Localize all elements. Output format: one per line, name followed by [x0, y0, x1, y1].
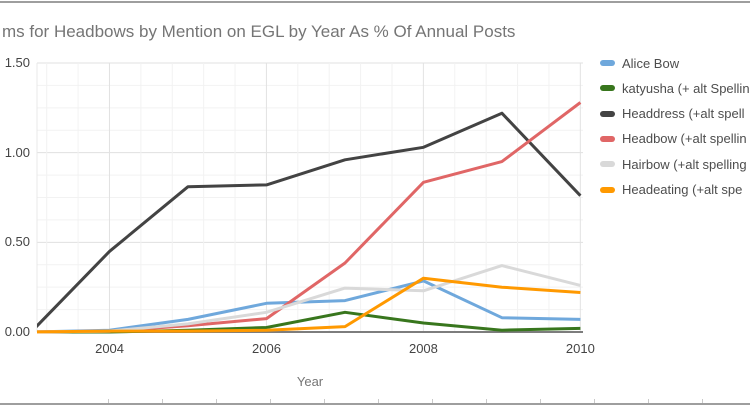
- legend-swatch: [600, 60, 615, 66]
- legend-label: Headbow (+alt spellin: [622, 131, 747, 147]
- series-line-headbow: [37, 101, 582, 334]
- x-axis-title: Year: [296, 374, 324, 389]
- legend-label: Headeating (+alt spe: [622, 182, 743, 197]
- x-tick-label: 2004: [95, 341, 125, 356]
- series-line-headeating: [37, 276, 581, 334]
- legend-swatch: [600, 161, 615, 168]
- y-tick-label: 1.00: [4, 144, 30, 160]
- bottom-column-tick: [270, 399, 271, 403]
- legend-item: Headdress (+alt spell: [600, 106, 744, 122]
- legend-item: katyusha (+ alt Spellin: [600, 80, 750, 96]
- bottom-column-tick: [216, 399, 217, 403]
- series-line-alice: [37, 279, 581, 334]
- y-tick-label: 0.50: [4, 234, 30, 250]
- bottom-column-tick: [594, 399, 595, 403]
- bottom-column-tick: [432, 399, 433, 403]
- legend-item: Headbow (+alt spellin: [600, 131, 747, 147]
- series-line-katyusha: [37, 310, 581, 334]
- legend-swatch: [600, 186, 615, 193]
- legend-swatch: [600, 85, 615, 92]
- y-tick-label: 1.50: [4, 55, 30, 70]
- bottom-column-tick: [378, 399, 379, 403]
- legend-item: Headeating (+alt spe: [600, 182, 742, 198]
- bottom-column-tick: [702, 399, 703, 403]
- y-tick-label: 0.00: [4, 324, 30, 339]
- series-lines: [37, 101, 582, 334]
- bottom-column-tick: [486, 399, 487, 403]
- chart-title: ms for Headbows by Mention on EGL by Yea…: [2, 22, 516, 41]
- bottom-grid-line: [0, 403, 750, 405]
- legend-swatch: [600, 135, 615, 142]
- bottom-column-tick: [540, 399, 541, 403]
- legend-label: Alice Bow: [622, 55, 680, 71]
- series-line-hairbow: [37, 264, 581, 334]
- x-tick-label: 2006: [252, 341, 281, 356]
- series-line-headdress: [37, 111, 582, 329]
- top-border-line: [0, 1, 750, 3]
- x-tick-label: 2010: [565, 341, 595, 356]
- bottom-column-tick: [324, 399, 325, 403]
- legend-item: Alice Bow: [600, 55, 679, 71]
- legend-swatch: [600, 110, 615, 117]
- bottom-column-tick: [108, 399, 109, 403]
- legend-item: Hairbow (+alt spelling: [600, 156, 747, 172]
- legend-label: katyusha (+ alt Spellin: [622, 80, 750, 96]
- bottom-column-tick: [648, 399, 649, 403]
- bottom-column-tick: [162, 399, 163, 403]
- legend-label: Headdress (+alt spell: [622, 106, 745, 122]
- x-tick-label: 2008: [408, 341, 438, 356]
- legend-label: Hairbow (+alt spelling: [622, 156, 747, 172]
